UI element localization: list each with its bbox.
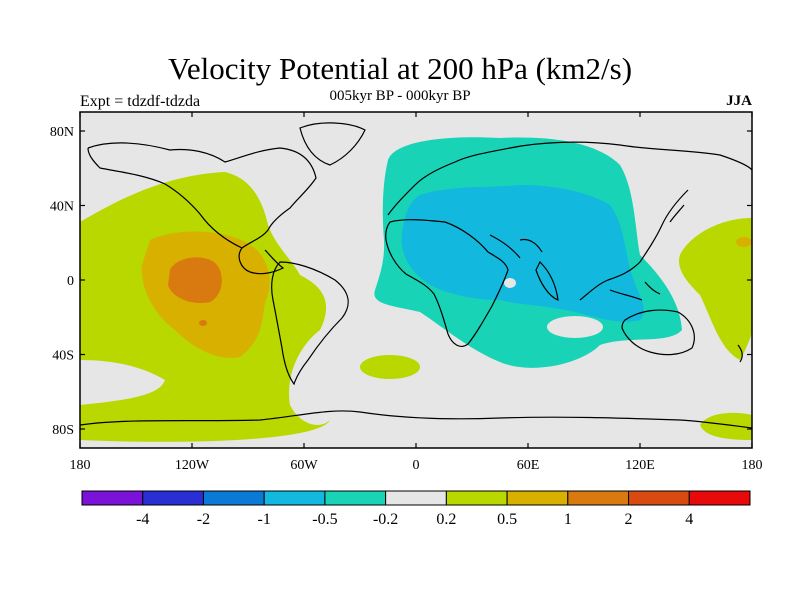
neutral-hole-indian-ocean: [547, 316, 603, 338]
colorbar-label: 1: [564, 511, 572, 528]
lon-tick-label: 120W: [175, 458, 210, 473]
coastline-south-america: [271, 261, 349, 386]
lon-tick-label: 0: [413, 458, 420, 473]
lon-tick-label: 180: [70, 458, 91, 473]
coastline-greenland: [299, 122, 366, 166]
colorbar-swatch: [142, 490, 204, 506]
coastlines: [80, 122, 752, 429]
positive-region-west-pacific: [679, 218, 752, 360]
colorbar-label: -0.5: [312, 511, 337, 528]
latitude-axis: 80N 40N 0 40S 80S: [50, 125, 752, 438]
colorbar-swatch: [506, 490, 569, 506]
coastline-australia: [621, 309, 695, 356]
lat-tick-label: 80S: [52, 423, 74, 438]
coastline-eurasia: [387, 141, 752, 301]
colorbar-swatch: [567, 490, 630, 506]
strong-spot-small: [199, 320, 207, 326]
season-label: JJA: [726, 93, 752, 109]
lon-tick-label: 120E: [625, 458, 655, 473]
lat-tick-label: 40N: [50, 200, 74, 215]
colorbar-swatch: [81, 490, 144, 506]
colorbar-swatch: [445, 490, 508, 506]
colorbar-label: -2: [197, 511, 210, 528]
lat-tick-label: 40S: [52, 349, 74, 364]
plot-subtitle: 005kyr BP - 000kyr BP: [329, 88, 471, 104]
coastline-arabia-india: [489, 234, 543, 259]
colorbar-swatch: [202, 490, 265, 506]
longitude-axis: 180 120W 60W 0 60E 120E 180: [70, 112, 763, 473]
colorbar-swatch: [263, 490, 326, 506]
colorbar-swatch: [324, 490, 387, 506]
neutral-hole-africa: [504, 278, 516, 288]
colorbar: -4 -2 -1 -0.5 -0.2 0.2 0.5 1 2 4: [81, 490, 751, 528]
lon-tick-label: 60W: [290, 458, 318, 473]
coastline-indonesia: [609, 281, 661, 301]
experiment-label: Expt = tdzdf-tdzda: [80, 93, 201, 110]
moderate-spot-west-pacific: [736, 237, 752, 247]
coastline-africa: [385, 219, 509, 347]
strong-region-east-pacific: [168, 257, 222, 304]
colorbar-label: 4: [685, 511, 693, 528]
colorbar-label: -1: [258, 511, 271, 528]
lat-tick-label: 80N: [50, 125, 74, 140]
coastline-japan: [669, 204, 685, 223]
colorbar-label: 2: [625, 511, 633, 528]
strong-negative-region-africa-asia: [401, 185, 644, 322]
coastline-antarctica: [80, 410, 752, 429]
lat-tick-label: 0: [67, 274, 74, 289]
colorbar-label: -0.2: [373, 511, 398, 528]
colorbar-swatch: [628, 490, 690, 506]
positive-region-south-pacific: [700, 412, 752, 440]
colorbar-swatch: [688, 490, 751, 506]
lon-tick-label: 180: [742, 458, 763, 473]
colorbar-label: -4: [136, 511, 149, 528]
contour-fields: [80, 137, 752, 442]
colorbar-swatch: [385, 490, 447, 506]
coastline-north-america: [87, 142, 317, 275]
positive-spot-south-atlantic: [360, 355, 420, 379]
plot-title: Velocity Potential at 200 hPa (km2/s): [167, 51, 633, 86]
coastline-new-zealand: [737, 344, 743, 363]
colorbar-label: 0.2: [436, 511, 456, 528]
lon-tick-label: 60E: [517, 458, 540, 473]
colorbar-label: 0.5: [497, 511, 517, 528]
